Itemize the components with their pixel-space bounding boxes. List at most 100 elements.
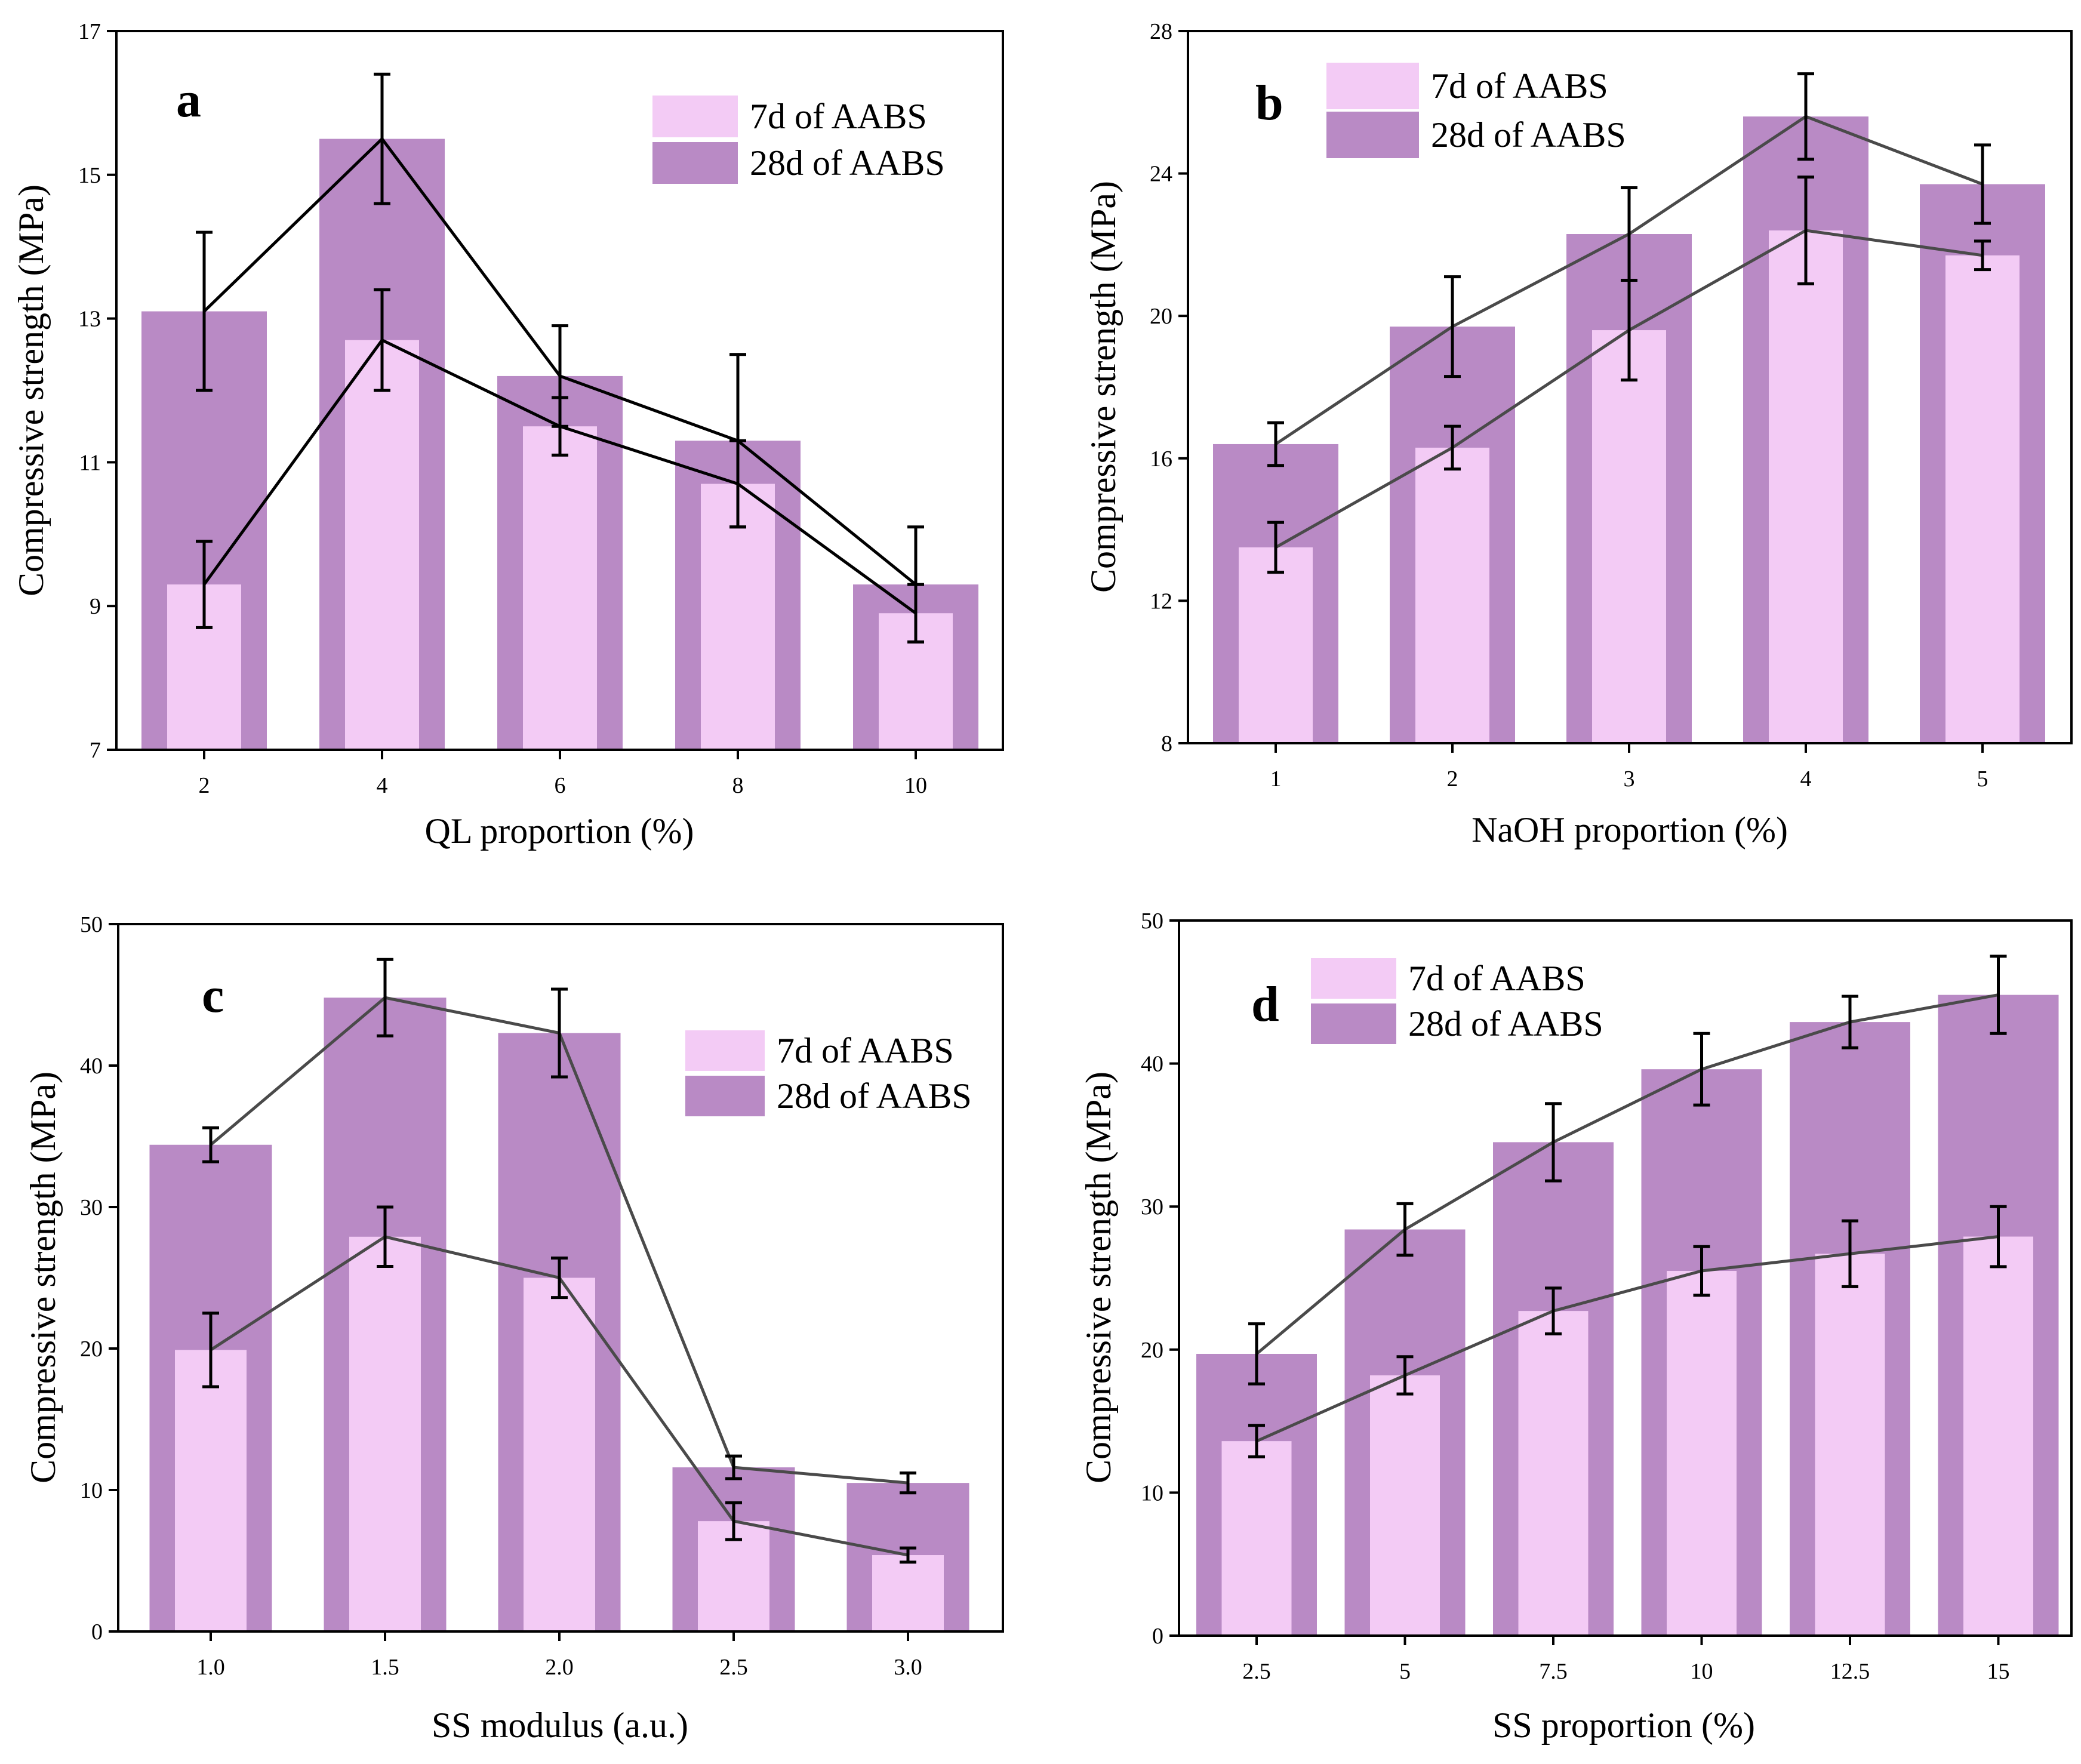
y-tick-label: 15 [78, 163, 101, 188]
x-tick-label: 3.0 [894, 1655, 922, 1680]
error-bar-28d-8 [729, 353, 746, 529]
legend: 7d of AABS 28d of AABS [1311, 958, 1603, 1044]
y-tick-label: 50 [80, 912, 103, 937]
bar-7d-4 [1769, 230, 1843, 743]
y-tick-label: 8 [1161, 731, 1172, 756]
y-tick-label: 12 [1150, 589, 1172, 614]
error-bar-7d-4 [1797, 176, 1814, 286]
legend-label-28d: 28d of AABS [777, 1076, 972, 1116]
panel-letter: c [202, 968, 224, 1023]
panel-d: 0 10 20 30 40 50 2.5 5 7.5 10 12.5 15 SS proportio… [1079, 909, 2073, 1745]
error-bar-28d-2 [1444, 275, 1461, 378]
error-bar-7d-10 [1693, 1245, 1710, 1297]
legend-swatch-7d [1326, 63, 1419, 109]
legend-swatch-28d [685, 1076, 765, 1116]
error-bar-7d-2 [1444, 424, 1461, 471]
bar-7d-4 [345, 340, 419, 750]
bars-7d-group [1221, 1236, 2033, 1636]
x-tick-label: 1.0 [196, 1655, 225, 1680]
y-tick-label: 10 [80, 1478, 103, 1503]
x-tick-label: 3 [1624, 766, 1635, 792]
x-axis-label: SS proportion (%) [1492, 1705, 1755, 1745]
y-tick-label: 13 [78, 307, 101, 332]
error-bar-7d-12.5 [1842, 1219, 1858, 1288]
error-bar-7d-5 [1396, 1355, 1414, 1396]
legend-label-7d: 7d of AABS [750, 97, 927, 136]
x-tick-label: 1.5 [371, 1655, 399, 1680]
legend-label-28d: 28d of AABS [750, 143, 945, 183]
error-bar-28d-2 [196, 230, 213, 392]
error-bar-7d-5 [1974, 239, 1991, 272]
y-axis-ticks: 7 9 11 13 15 17 [78, 19, 116, 763]
error-bar-28d-4 [374, 72, 390, 205]
error-bars-group [1267, 72, 1991, 574]
legend-label-7d: 7d of AABS [1431, 66, 1608, 106]
error-bar-28d-4 [1797, 72, 1814, 161]
error-bar-28d-6 [552, 324, 568, 428]
error-bar-28d-1.5 [377, 958, 393, 1038]
x-tick-label: 7.5 [1539, 1659, 1568, 1684]
x-tick-label: 8 [732, 773, 744, 798]
y-tick-label: 10 [1141, 1480, 1163, 1506]
error-bar-28d-5 [1974, 143, 1991, 225]
error-bar-28d-5 [1396, 1202, 1414, 1257]
y-tick-label: 28 [1150, 19, 1172, 44]
y-tick-label: 9 [90, 594, 101, 619]
y-tick-label: 50 [1141, 909, 1163, 934]
bar-7d-15 [1963, 1236, 2033, 1636]
y-tick-label: 40 [80, 1054, 103, 1079]
y-tick-label: 20 [1141, 1338, 1163, 1363]
error-bar-7d-3.0 [900, 1546, 916, 1564]
x-tick-label: 12.5 [1830, 1659, 1870, 1684]
legend-swatch-28d [1311, 1003, 1396, 1044]
x-tick-label: 4 [377, 773, 388, 798]
error-bar-7d-1 [1267, 521, 1284, 574]
y-axis-ticks: 8 12 16 20 24 28 [1150, 19, 1188, 756]
error-bar-28d-3 [1621, 186, 1637, 282]
error-bar-28d-15 [1990, 955, 2007, 1035]
x-tick-label: 2.5 [1242, 1659, 1271, 1684]
bar-7d-2.0 [524, 1277, 595, 1631]
y-tick-label: 0 [91, 1620, 103, 1645]
x-tick-label: 4 [1800, 766, 1812, 792]
error-bar-7d-2.5 [725, 1501, 742, 1541]
x-tick-label: 1 [1270, 766, 1282, 792]
legend: 7d of AABS 28d of AABS [652, 96, 945, 184]
y-axis-label: Compressive strength (MPa) [1079, 1072, 1118, 1483]
error-bar-28d-12.5 [1842, 995, 1858, 1049]
y-axis-ticks: 0 10 20 30 40 50 [80, 912, 118, 1645]
plot-frame [1178, 919, 2073, 1637]
bar-7d-5 [1370, 1375, 1440, 1636]
x-axis-ticks: 2.5 5 7.5 10 12.5 15 [1242, 1636, 2010, 1684]
legend-label-7d: 7d of AABS [777, 1031, 954, 1070]
y-axis-label: Compressive strength (MPa) [1083, 181, 1123, 593]
panel-a: 7 9 11 13 15 17 2 4 6 8 10 QL proportion (%) Comp… [11, 19, 1004, 851]
error-bar-7d-2.5 [1248, 1424, 1265, 1458]
error-bar-28d-1.0 [202, 1126, 219, 1163]
legend-label-28d: 28d of AABS [1431, 115, 1626, 155]
x-tick-label: 2 [199, 773, 210, 798]
legend-swatch-28d [1326, 112, 1419, 158]
bar-7d-1.5 [349, 1236, 421, 1631]
bar-7d-12.5 [1815, 1254, 1885, 1636]
y-tick-label: 7 [90, 738, 101, 763]
x-tick-label: 2 [1447, 766, 1458, 792]
legend-swatch-7d [652, 96, 738, 137]
bar-7d-3 [1592, 330, 1666, 743]
bar-7d-1 [1239, 547, 1313, 743]
y-tick-label: 17 [78, 19, 101, 44]
error-bar-28d-10 [907, 525, 924, 644]
panel-c: 0 10 20 30 40 50 1.0 1.5 2.0 2.5 3.0 SS modulus (… [23, 912, 1004, 1745]
x-axis-ticks: 2 4 6 8 10 [199, 750, 927, 798]
y-tick-label: 30 [1141, 1195, 1163, 1220]
x-axis-ticks: 1 2 3 4 5 [1270, 743, 1988, 792]
bars-28d-group [1196, 995, 2059, 1636]
bars-7d-group [1239, 230, 2020, 743]
error-bar-7d-2 [196, 540, 213, 629]
x-tick-label: 15 [1987, 1659, 2010, 1684]
y-tick-label: 20 [1150, 304, 1172, 329]
y-tick-label: 30 [80, 1195, 103, 1220]
x-axis-label: SS modulus (a.u.) [432, 1705, 688, 1745]
y-tick-label: 16 [1150, 447, 1172, 472]
